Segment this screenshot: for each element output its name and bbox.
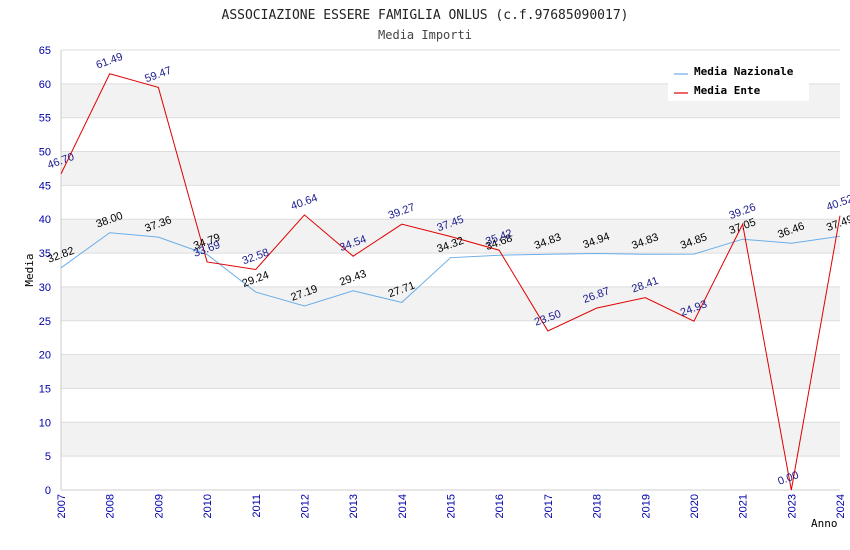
legend-label-media-ente: Media Ente <box>694 84 761 97</box>
x-tick-label: 2007 <box>56 494 68 518</box>
x-tick-label: 2015 <box>446 494 458 518</box>
x-tick-label: 2008 <box>105 494 117 518</box>
grid-band <box>61 286 840 321</box>
x-tick-label: 2023 <box>786 494 798 518</box>
chart-title: ASSOCIAZIONE ESSERE FAMIGLIA ONLUS (c.f.… <box>222 8 629 23</box>
grid-band <box>61 151 840 186</box>
grid-bands <box>60 49 840 491</box>
legend: Media Nazionale Media Ente <box>668 61 809 101</box>
x-tick-label: 2020 <box>689 494 701 518</box>
y-tick-label: 35 <box>39 248 51 260</box>
y-tick-label: 20 <box>39 350 51 362</box>
y-tick-label: 55 <box>39 113 51 125</box>
x-axis-ticks: 2007 2008 2009 2010 2011 2012 2013 2014 2015 2016… <box>56 494 847 518</box>
legend-label-media-nazionale: Media Nazionale <box>694 65 794 78</box>
x-tick-label: 2024 <box>835 494 847 518</box>
y-tick-label: 50 <box>39 147 51 159</box>
x-tick-label: 2016 <box>494 494 506 518</box>
x-tick-label: 2009 <box>153 494 165 518</box>
y-tick-label: 0 <box>45 485 51 497</box>
series-line-media-nazionale <box>60 232 841 307</box>
grid-band <box>61 320 840 355</box>
x-tick-label: 2012 <box>299 494 311 518</box>
x-tick-label: 2010 <box>202 494 214 518</box>
y-tick-label: 5 <box>45 451 51 463</box>
y-tick-label: 25 <box>39 316 51 328</box>
x-tick-label: 2014 <box>397 494 409 518</box>
series-lines <box>60 73 841 491</box>
grid-band <box>61 253 840 287</box>
grid-band <box>61 185 840 220</box>
y-tick-label: 45 <box>39 180 51 192</box>
y-tick-label: 40 <box>39 214 51 226</box>
x-tick-label: 2011 <box>251 494 263 518</box>
grid-band <box>61 388 840 423</box>
x-tick-label: 2021 <box>738 494 750 518</box>
x-tick-label: 2017 <box>543 494 555 518</box>
y-axis-ticks: 0 5 10 15 20 25 30 35 40 45 50 55 60 65 <box>39 45 51 497</box>
y-tick-label: 30 <box>39 282 51 294</box>
grid-band <box>61 422 840 457</box>
y-tick-label: 60 <box>39 79 51 91</box>
grid-band <box>61 354 840 389</box>
grid-band <box>61 456 840 490</box>
y-axis-label: Media <box>23 253 36 286</box>
chart-subtitle: Media Importi <box>378 28 472 42</box>
y-tick-label: 10 <box>39 417 51 429</box>
grid-band <box>61 117 840 152</box>
legend-box <box>668 61 809 101</box>
x-tick-label: 2019 <box>640 494 652 518</box>
y-tick-label: 15 <box>39 383 51 395</box>
series-line-media-ente <box>60 73 841 491</box>
y-tick-label: 65 <box>39 45 51 57</box>
x-tick-label: 2018 <box>592 494 604 518</box>
x-axis-label: Anno <box>811 517 838 530</box>
x-tick-label: 2013 <box>348 494 360 518</box>
